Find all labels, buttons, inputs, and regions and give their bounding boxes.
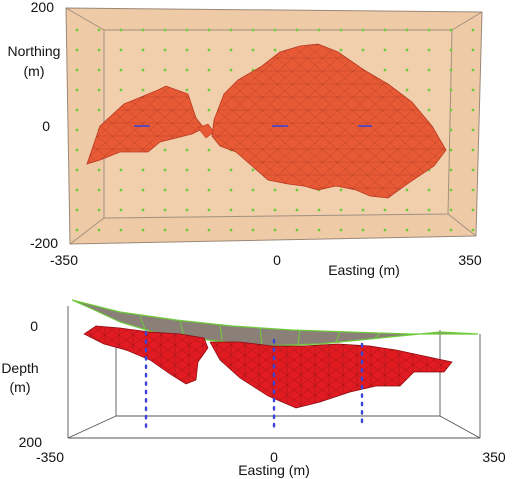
section-box-edge (67, 415, 117, 439)
plan-orebody-left (86, 85, 215, 165)
section-box-edge (439, 415, 481, 439)
plan-ytick-mid: 0 (42, 118, 50, 134)
surface-grid-line (373, 332, 381, 340)
surface-grid-line (259, 327, 263, 346)
section-xtick-mid: 0 (270, 449, 278, 465)
section-box-back (115, 330, 441, 417)
plan-xtick-left: -350 (50, 252, 78, 268)
plan-ylabel-line1: Northing (8, 43, 61, 59)
surface-grid-line (179, 320, 185, 337)
section-ytick-bottom: 200 (19, 434, 43, 450)
section-xtick-left: -350 (36, 449, 64, 465)
plan-view-panel: 200 0 -200 Northing (m) -350 0 350 Easti… (8, 0, 483, 278)
section-ylabel-line2: (m) (10, 379, 31, 395)
surface-grid-line (335, 330, 341, 344)
plan-ytick-bottom: -200 (30, 235, 58, 251)
section-xlabel: Easting (m) (238, 462, 310, 478)
surface-grid-line (297, 329, 301, 346)
section-orebody-right (209, 341, 453, 409)
plan-xtick-mid: 0 (273, 252, 281, 268)
plan-ylabel-line2: (m) (24, 63, 45, 79)
plan-xlabel: Easting (m) (328, 262, 400, 278)
section-ylabel-line1: Depth (1, 360, 38, 376)
plan-ytick-top: 200 (31, 0, 55, 15)
section-ytick-top: 0 (30, 318, 38, 334)
surface-grid-line (219, 324, 223, 341)
section-xtick-right: 350 (482, 449, 506, 465)
surface-grid-line (139, 315, 147, 333)
plan-xtick-right: 350 (458, 252, 482, 268)
plan-orebody-right (211, 43, 447, 199)
section-orebody-left (83, 325, 209, 385)
section-view-panel: 0 200 Depth (m) -350 0 350 Easting (m) (1, 299, 506, 478)
